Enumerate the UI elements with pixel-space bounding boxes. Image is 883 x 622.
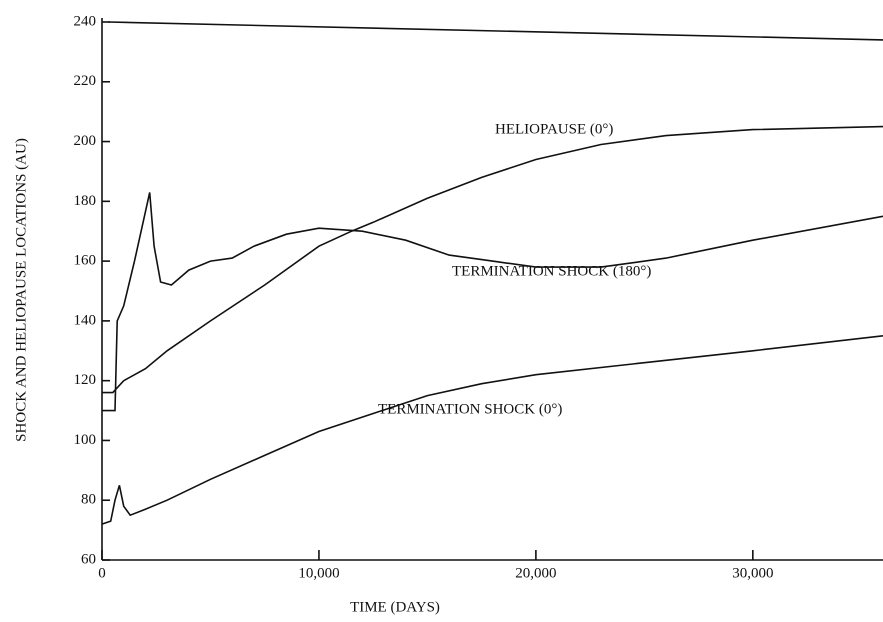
- curve-label: TERMINATION SHOCK (0°): [378, 401, 562, 417]
- y-axis-label: SHOCK AND HELIOPAUSE LOCATIONS (AU): [13, 138, 29, 442]
- y-tick-label: 160: [74, 253, 97, 269]
- y-tick-label: 60: [81, 551, 96, 567]
- x-tick-label: 20,000: [515, 565, 556, 581]
- y-tick-label: 120: [74, 372, 97, 388]
- x-tick-label: 0: [98, 565, 106, 581]
- curve-label: HELIOPAUSE (0°): [495, 121, 613, 137]
- y-tick-label: 100: [74, 432, 97, 448]
- x-axis-label: TIME (DAYS): [350, 599, 440, 615]
- y-tick-label: 240: [74, 13, 97, 29]
- x-tick-label: 30,000: [732, 565, 773, 581]
- y-tick-label: 180: [74, 193, 97, 209]
- y-tick-label: 200: [74, 133, 97, 149]
- x-tick-label: 10,000: [298, 565, 339, 581]
- y-tick-label: 140: [74, 312, 97, 328]
- line: [101, 335, 883, 525]
- curve-label: TERMINATION SHOCK (180°): [452, 263, 651, 279]
- y-tick-label: 80: [81, 492, 96, 508]
- line: [108, 21, 883, 41]
- y-tick-label: 220: [74, 73, 97, 89]
- line: [102, 192, 883, 412]
